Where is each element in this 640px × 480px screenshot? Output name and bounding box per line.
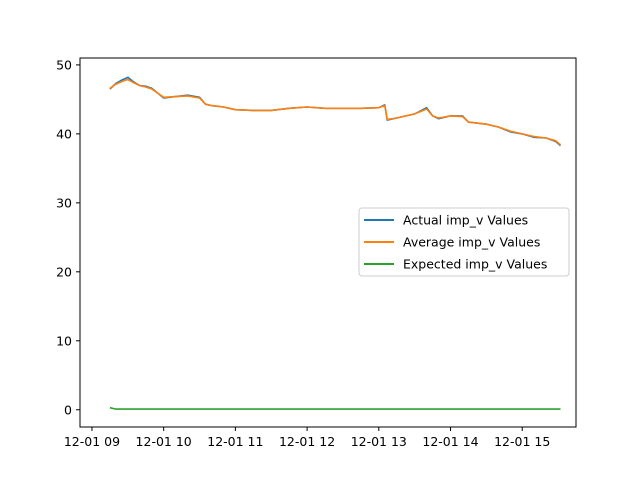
y-axis: 0 10 20 30 40 50 bbox=[56, 57, 80, 417]
x-axis: 12-01 09 12-01 10 12-01 11 12-01 12 12-01 13… bbox=[64, 427, 550, 449]
x-tick-label: 12-01 12 bbox=[279, 434, 335, 449]
series-line-2 bbox=[109, 78, 562, 146]
plot-area bbox=[109, 76, 562, 410]
legend-box bbox=[358, 207, 570, 277]
y-tick-label: 20 bbox=[56, 264, 72, 279]
y-tick-label: 40 bbox=[56, 126, 72, 141]
legend: Actual imp_v Values Average imp_v Values E… bbox=[358, 207, 570, 277]
x-tick-label: 12-01 09 bbox=[64, 434, 120, 449]
x-tick-label: 12-01 14 bbox=[422, 434, 478, 449]
x-tick-label: 12-01 13 bbox=[351, 434, 407, 449]
legend-label: Actual imp_v Values bbox=[403, 213, 528, 228]
legend-label: Expected imp_v Values bbox=[403, 257, 547, 272]
x-tick-label: 12-01 11 bbox=[207, 434, 263, 449]
series-line-3 bbox=[109, 406, 561, 410]
y-tick-label: 0 bbox=[64, 402, 72, 417]
legend-label: Average imp_v Values bbox=[403, 235, 540, 250]
axes-frame bbox=[79, 57, 577, 428]
y-tick-label: 30 bbox=[56, 195, 72, 210]
x-tick-label: 12-01 15 bbox=[494, 434, 550, 449]
y-tick-label: 10 bbox=[56, 333, 72, 348]
x-tick-label: 12-01 10 bbox=[136, 434, 192, 449]
y-tick-label: 50 bbox=[56, 57, 72, 72]
